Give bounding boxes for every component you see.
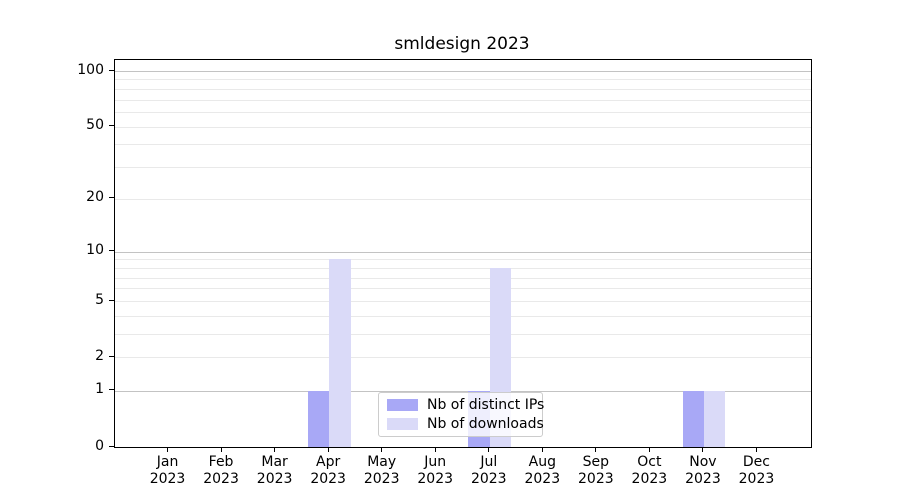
x-tick-mark (595, 447, 597, 452)
x-tick-mark (381, 447, 383, 452)
y-tick-label: 2 (95, 347, 104, 364)
x-tick-mark (220, 447, 222, 452)
minor-gridline (115, 301, 811, 303)
minor-gridline (115, 112, 811, 114)
legend-item-downloads: Nb of downloads (387, 416, 544, 432)
y-tick-label: 50 (86, 117, 104, 134)
legend-swatch (387, 399, 418, 412)
x-tick-mark (167, 447, 169, 452)
x-tick-label: Feb 2023 (203, 454, 239, 487)
minor-gridline (115, 99, 811, 101)
y-tick-label: 0 (95, 437, 104, 454)
bar-downloads (329, 259, 351, 447)
x-tick-label: Apr 2023 (310, 454, 346, 487)
x-tick-label: Nov 2023 (685, 454, 721, 487)
x-tick-label: Dec 2023 (738, 454, 775, 487)
bar-downloads (703, 390, 726, 447)
minor-gridline (115, 334, 811, 336)
x-tick-label: Mar 2023 (256, 454, 293, 487)
x-tick-mark (327, 447, 329, 452)
y-tick-mark (109, 69, 114, 71)
x-tick-mark (541, 447, 543, 452)
y-tick-label: 10 (86, 242, 104, 259)
minor-gridline (115, 315, 811, 317)
x-tick-label: Sep 2023 (578, 454, 614, 487)
minor-gridline (115, 259, 811, 261)
minor-gridline (115, 288, 811, 290)
major-gridline (115, 71, 811, 72)
minor-gridline (115, 79, 811, 81)
minor-gridline (115, 126, 811, 128)
y-tick-mark (109, 355, 114, 357)
y-tick-mark (109, 299, 114, 301)
x-tick-label: Jun 2023 (417, 454, 454, 487)
bar-distinct-ips (307, 390, 330, 447)
legend-item-distinct-ips: Nb of distinct IPs (387, 397, 544, 413)
x-tick-mark (648, 447, 650, 452)
major-gridline (115, 251, 811, 253)
x-tick-mark (434, 447, 436, 452)
plot-area (114, 59, 812, 448)
minor-gridline (115, 88, 811, 90)
minor-gridline (115, 167, 811, 169)
x-tick-label: May 2023 (363, 454, 400, 487)
x-tick-mark (755, 447, 757, 452)
x-tick-label: Oct 2023 (631, 454, 668, 487)
x-tick-mark (274, 447, 276, 452)
y-tick-label: 5 (95, 291, 104, 308)
y-tick-mark (109, 445, 114, 447)
legend-label: Nb of distinct IPs (427, 397, 545, 414)
minor-gridline (115, 267, 811, 269)
x-tick-mark (488, 447, 490, 452)
y-tick-mark (109, 197, 114, 199)
legend: Nb of distinct IPs Nb of downloads (378, 392, 544, 437)
legend-swatch (387, 417, 418, 430)
minor-gridline (115, 144, 811, 146)
y-tick-label: 100 (77, 61, 104, 78)
bar-distinct-ips (682, 390, 704, 447)
minor-gridline (115, 198, 811, 200)
legend-label: Nb of downloads (427, 415, 544, 432)
x-tick-label: Jan 2023 (149, 454, 186, 487)
minor-gridline (115, 277, 811, 279)
y-tick-mark (109, 250, 114, 252)
y-tick-label: 1 (95, 381, 104, 398)
y-tick-mark (109, 389, 114, 391)
minor-gridline (115, 357, 811, 359)
major-gridline (115, 390, 811, 392)
x-tick-label: Jul 2023 (470, 454, 507, 487)
chart-title: smldesign 2023 (394, 34, 530, 54)
x-tick-label: Aug 2023 (524, 454, 561, 487)
y-tick-mark (109, 125, 114, 127)
y-tick-label: 20 (86, 189, 104, 206)
x-tick-mark (702, 447, 704, 452)
